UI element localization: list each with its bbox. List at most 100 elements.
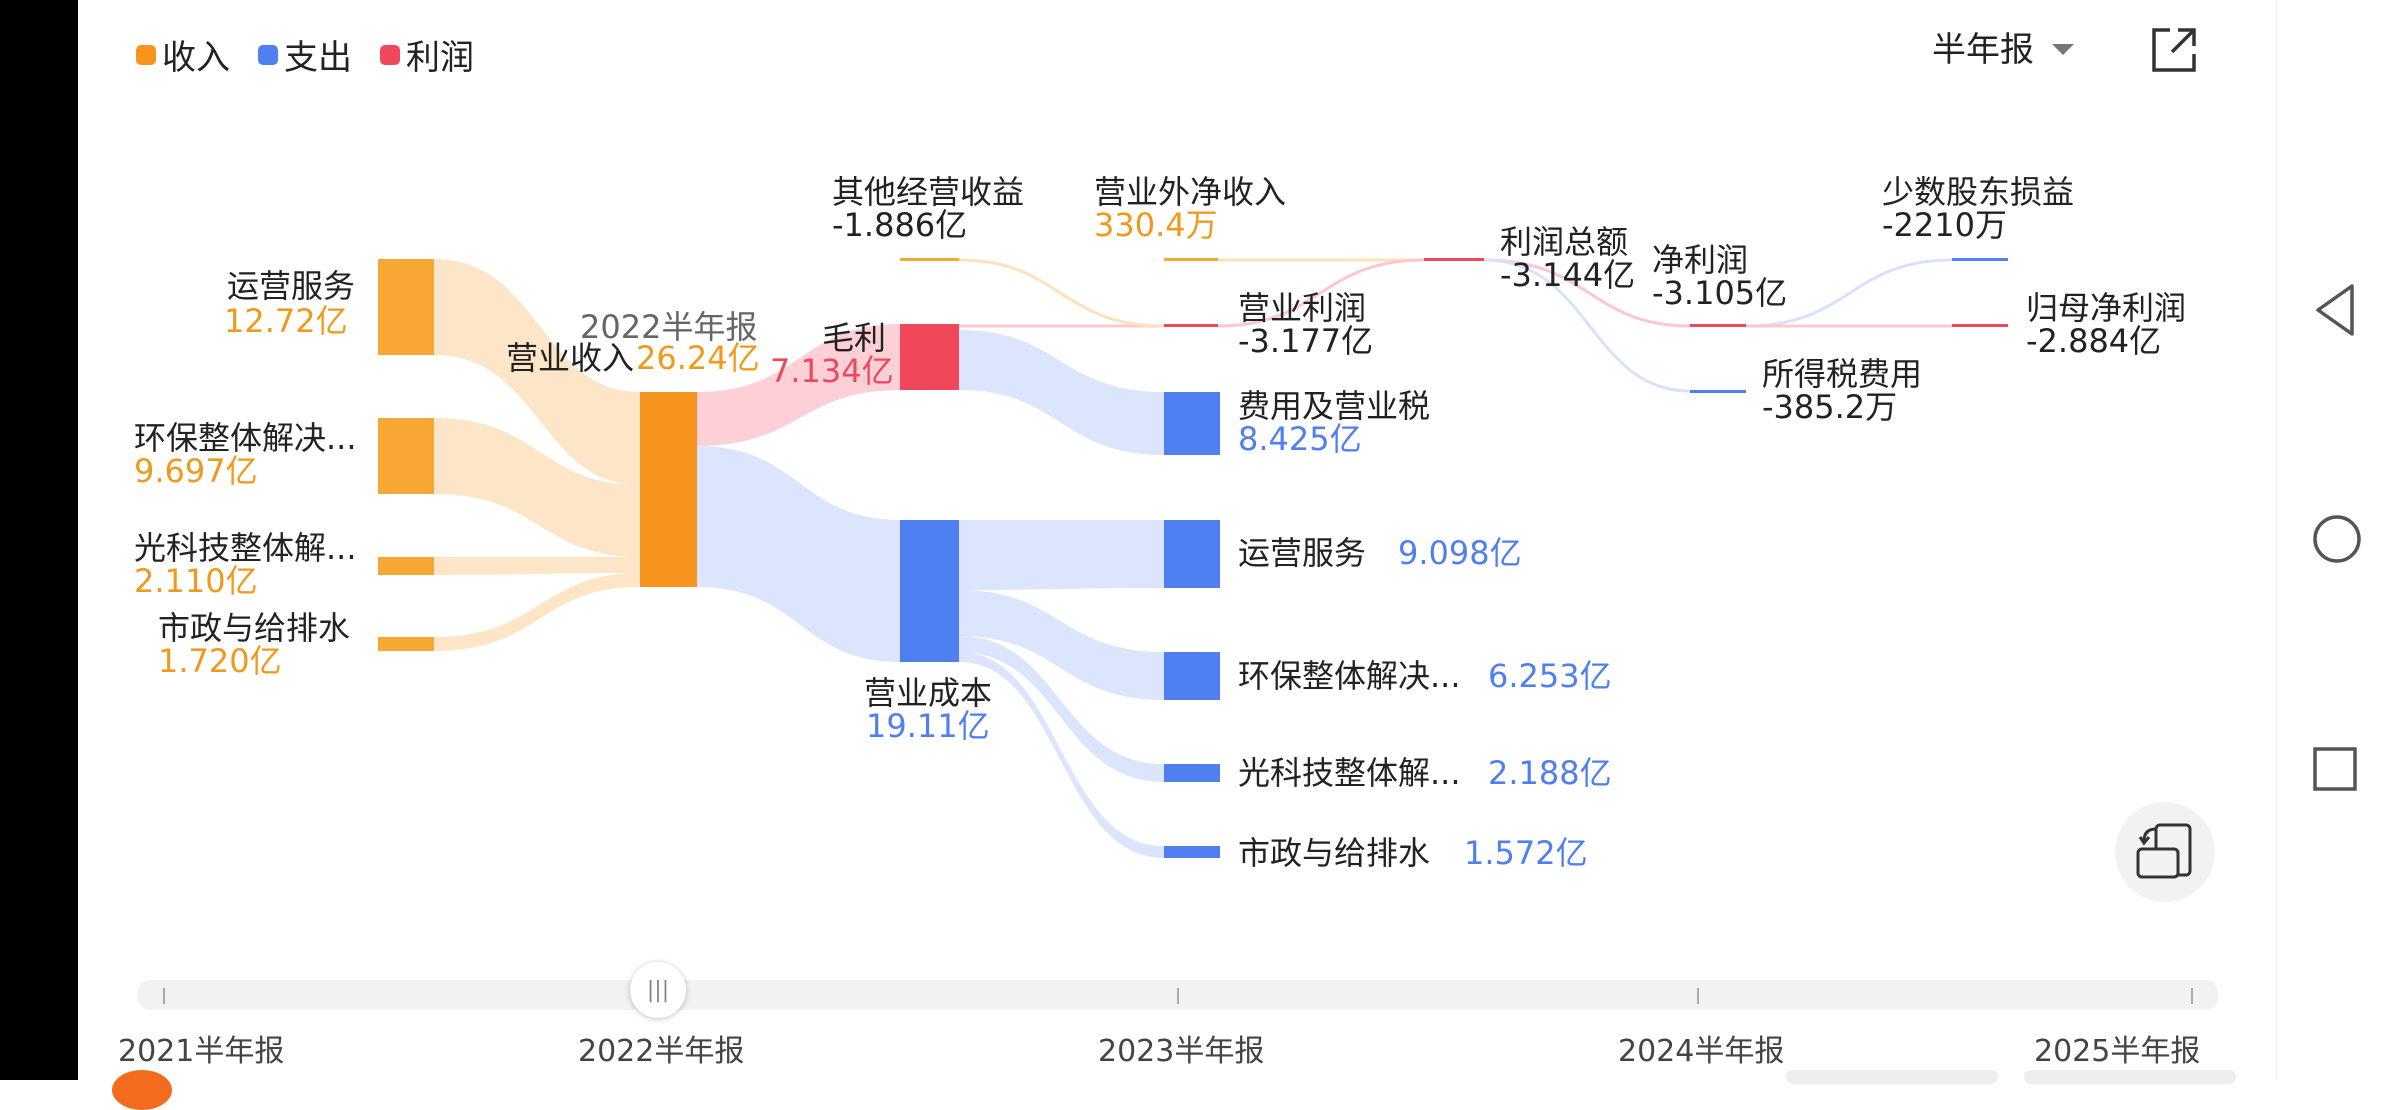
timeline-label[interactable]: 2025半年报 xyxy=(2034,1034,2201,1069)
flow-source-1 xyxy=(434,259,640,485)
cost-breakdown-label: 运营服务 xyxy=(1238,534,1367,572)
flow-source-4 xyxy=(434,573,640,651)
source-value: 1.720亿 xyxy=(158,642,282,680)
legend-item-expense[interactable]: 支出 xyxy=(258,30,352,79)
node-other-income xyxy=(900,258,959,261)
navigation-bar xyxy=(2276,0,2400,1080)
legend-swatch-income xyxy=(136,44,156,65)
node-source-1 xyxy=(378,259,434,355)
node-non-op xyxy=(1164,258,1218,261)
cost-breakdown-label: 光科技整体解... xyxy=(1238,754,1461,792)
bottom-tab xyxy=(1786,1070,1998,1084)
node-total-profit xyxy=(1424,258,1484,261)
flow-gross-profit xyxy=(697,324,900,446)
total-profit-label: 利润总额 xyxy=(1500,223,1629,261)
revenue-value: 26.24亿 xyxy=(636,339,760,377)
legend-label: 收入 xyxy=(162,38,230,78)
node-source-2 xyxy=(378,418,434,494)
legend-swatch-expense xyxy=(258,44,278,65)
cost-breakdown-value: 9.098亿 xyxy=(1398,534,1522,572)
node-op-profit xyxy=(1164,324,1218,327)
node-parent-net xyxy=(1952,324,2008,327)
left-system-bar xyxy=(0,0,78,1080)
timeline-handle[interactable]: ||| xyxy=(630,962,686,1018)
flow-cost-2 xyxy=(959,590,1164,700)
flow-net-minority xyxy=(1745,258,1953,328)
net-profit-value: -3.105亿 xyxy=(1652,274,1788,312)
source-value: 2.110亿 xyxy=(134,562,258,600)
source-value: 9.697亿 xyxy=(134,452,258,490)
gross-profit-label: 毛利 xyxy=(822,319,887,357)
timeline-label[interactable]: 2021半年报 xyxy=(118,1034,285,1069)
bottom-badge xyxy=(112,1070,172,1110)
revenue-label: 营业收入 xyxy=(506,339,635,377)
source-label: 运营服务 xyxy=(226,267,355,305)
cost-breakdown-value: 2.188亿 xyxy=(1488,754,1612,792)
total-profit-value: -3.144亿 xyxy=(1500,256,1636,294)
flow-cost-3 xyxy=(959,636,1164,782)
node-income-tax xyxy=(1690,390,1746,393)
node-gross-profit xyxy=(900,324,959,390)
node-cost xyxy=(900,520,959,662)
cost-value: 19.11亿 xyxy=(866,707,990,745)
chevron-down-icon xyxy=(2052,44,2074,55)
rotate-screen-button[interactable] xyxy=(2115,802,2215,902)
net-profit-label: 净利润 xyxy=(1652,241,1749,279)
cost-breakdown-label: 市政与给排水 xyxy=(1238,834,1431,872)
other-income-label: 其他经营收益 xyxy=(832,173,1025,211)
flow-source-2 xyxy=(434,418,640,557)
source-label: 环保整体解决... xyxy=(134,419,357,457)
sankey-diagram xyxy=(378,258,2008,858)
flow-cost-4 xyxy=(959,652,1164,858)
expenses-tax-value: 8.425亿 xyxy=(1238,420,1362,458)
period-select[interactable]: 半年报 xyxy=(1932,22,2074,71)
flow-opprofit-total xyxy=(1217,258,1425,328)
legend-label: 支出 xyxy=(284,38,352,78)
node-expenses-tax xyxy=(1164,392,1220,455)
non-op-value: 330.4万 xyxy=(1094,206,1218,244)
nav-recents-icon[interactable] xyxy=(2312,746,2358,792)
source-label: 光科技整体解... xyxy=(134,529,357,567)
flow-total-net xyxy=(1483,258,1691,328)
legend-item-profit[interactable]: 利润 xyxy=(380,30,474,79)
bottom-tab xyxy=(2024,1070,2236,1084)
period-select-value: 半年报 xyxy=(1932,30,2034,70)
flow-cost-1 xyxy=(959,520,1164,590)
nav-back-icon[interactable] xyxy=(2312,282,2358,338)
node-revenue xyxy=(640,392,697,587)
other-income-value: -1.886亿 xyxy=(832,206,968,244)
timeline-tick xyxy=(2191,988,2193,1004)
cost-label: 营业成本 xyxy=(864,674,993,712)
expenses-tax-label: 费用及营业税 xyxy=(1238,387,1431,425)
nav-home-icon[interactable] xyxy=(2312,514,2362,564)
legend-label: 利润 xyxy=(406,38,474,78)
cost-breakdown-value: 1.572亿 xyxy=(1464,834,1588,872)
external-link-icon xyxy=(2152,28,2196,72)
minority-label: 少数股东损益 xyxy=(1882,173,2075,211)
legend-swatch-profit xyxy=(380,44,400,65)
rotate-screen-icon xyxy=(2136,823,2192,879)
parent-net-label: 归母净利润 xyxy=(2026,289,2187,327)
gross-profit-value: 7.134亿 xyxy=(770,352,894,390)
source-label: 市政与给排水 xyxy=(158,609,351,647)
center-period: 2022半年报 xyxy=(580,308,758,346)
node-source-3 xyxy=(378,557,434,575)
legend-item-income[interactable]: 收入 xyxy=(136,30,230,79)
income-tax-value: -385.2万 xyxy=(1762,388,1898,426)
node-cost-breakdown-3 xyxy=(1164,764,1220,782)
flow-expenses-tax xyxy=(959,330,1164,455)
flow-other-income xyxy=(958,258,1165,328)
timeline-tick xyxy=(1177,988,1179,1004)
timeline-label[interactable]: 2022半年报 xyxy=(578,1034,745,1069)
cost-breakdown-label: 环保整体解决... xyxy=(1238,657,1461,695)
timeline-label[interactable]: 2023半年报 xyxy=(1098,1034,1265,1069)
non-op-label: 营业外净收入 xyxy=(1094,173,1287,211)
parent-net-value: -2.884亿 xyxy=(2026,322,2162,360)
cost-breakdown-value: 6.253亿 xyxy=(1488,657,1612,695)
node-net-profit xyxy=(1690,324,1746,327)
income-tax-label: 所得税费用 xyxy=(1762,355,1923,393)
external-link-button[interactable] xyxy=(2148,24,2200,76)
op-profit-label: 营业利润 xyxy=(1238,289,1367,327)
timeline-label[interactable]: 2024半年报 xyxy=(1618,1034,1785,1069)
drag-handle-icon: ||| xyxy=(646,977,670,1003)
